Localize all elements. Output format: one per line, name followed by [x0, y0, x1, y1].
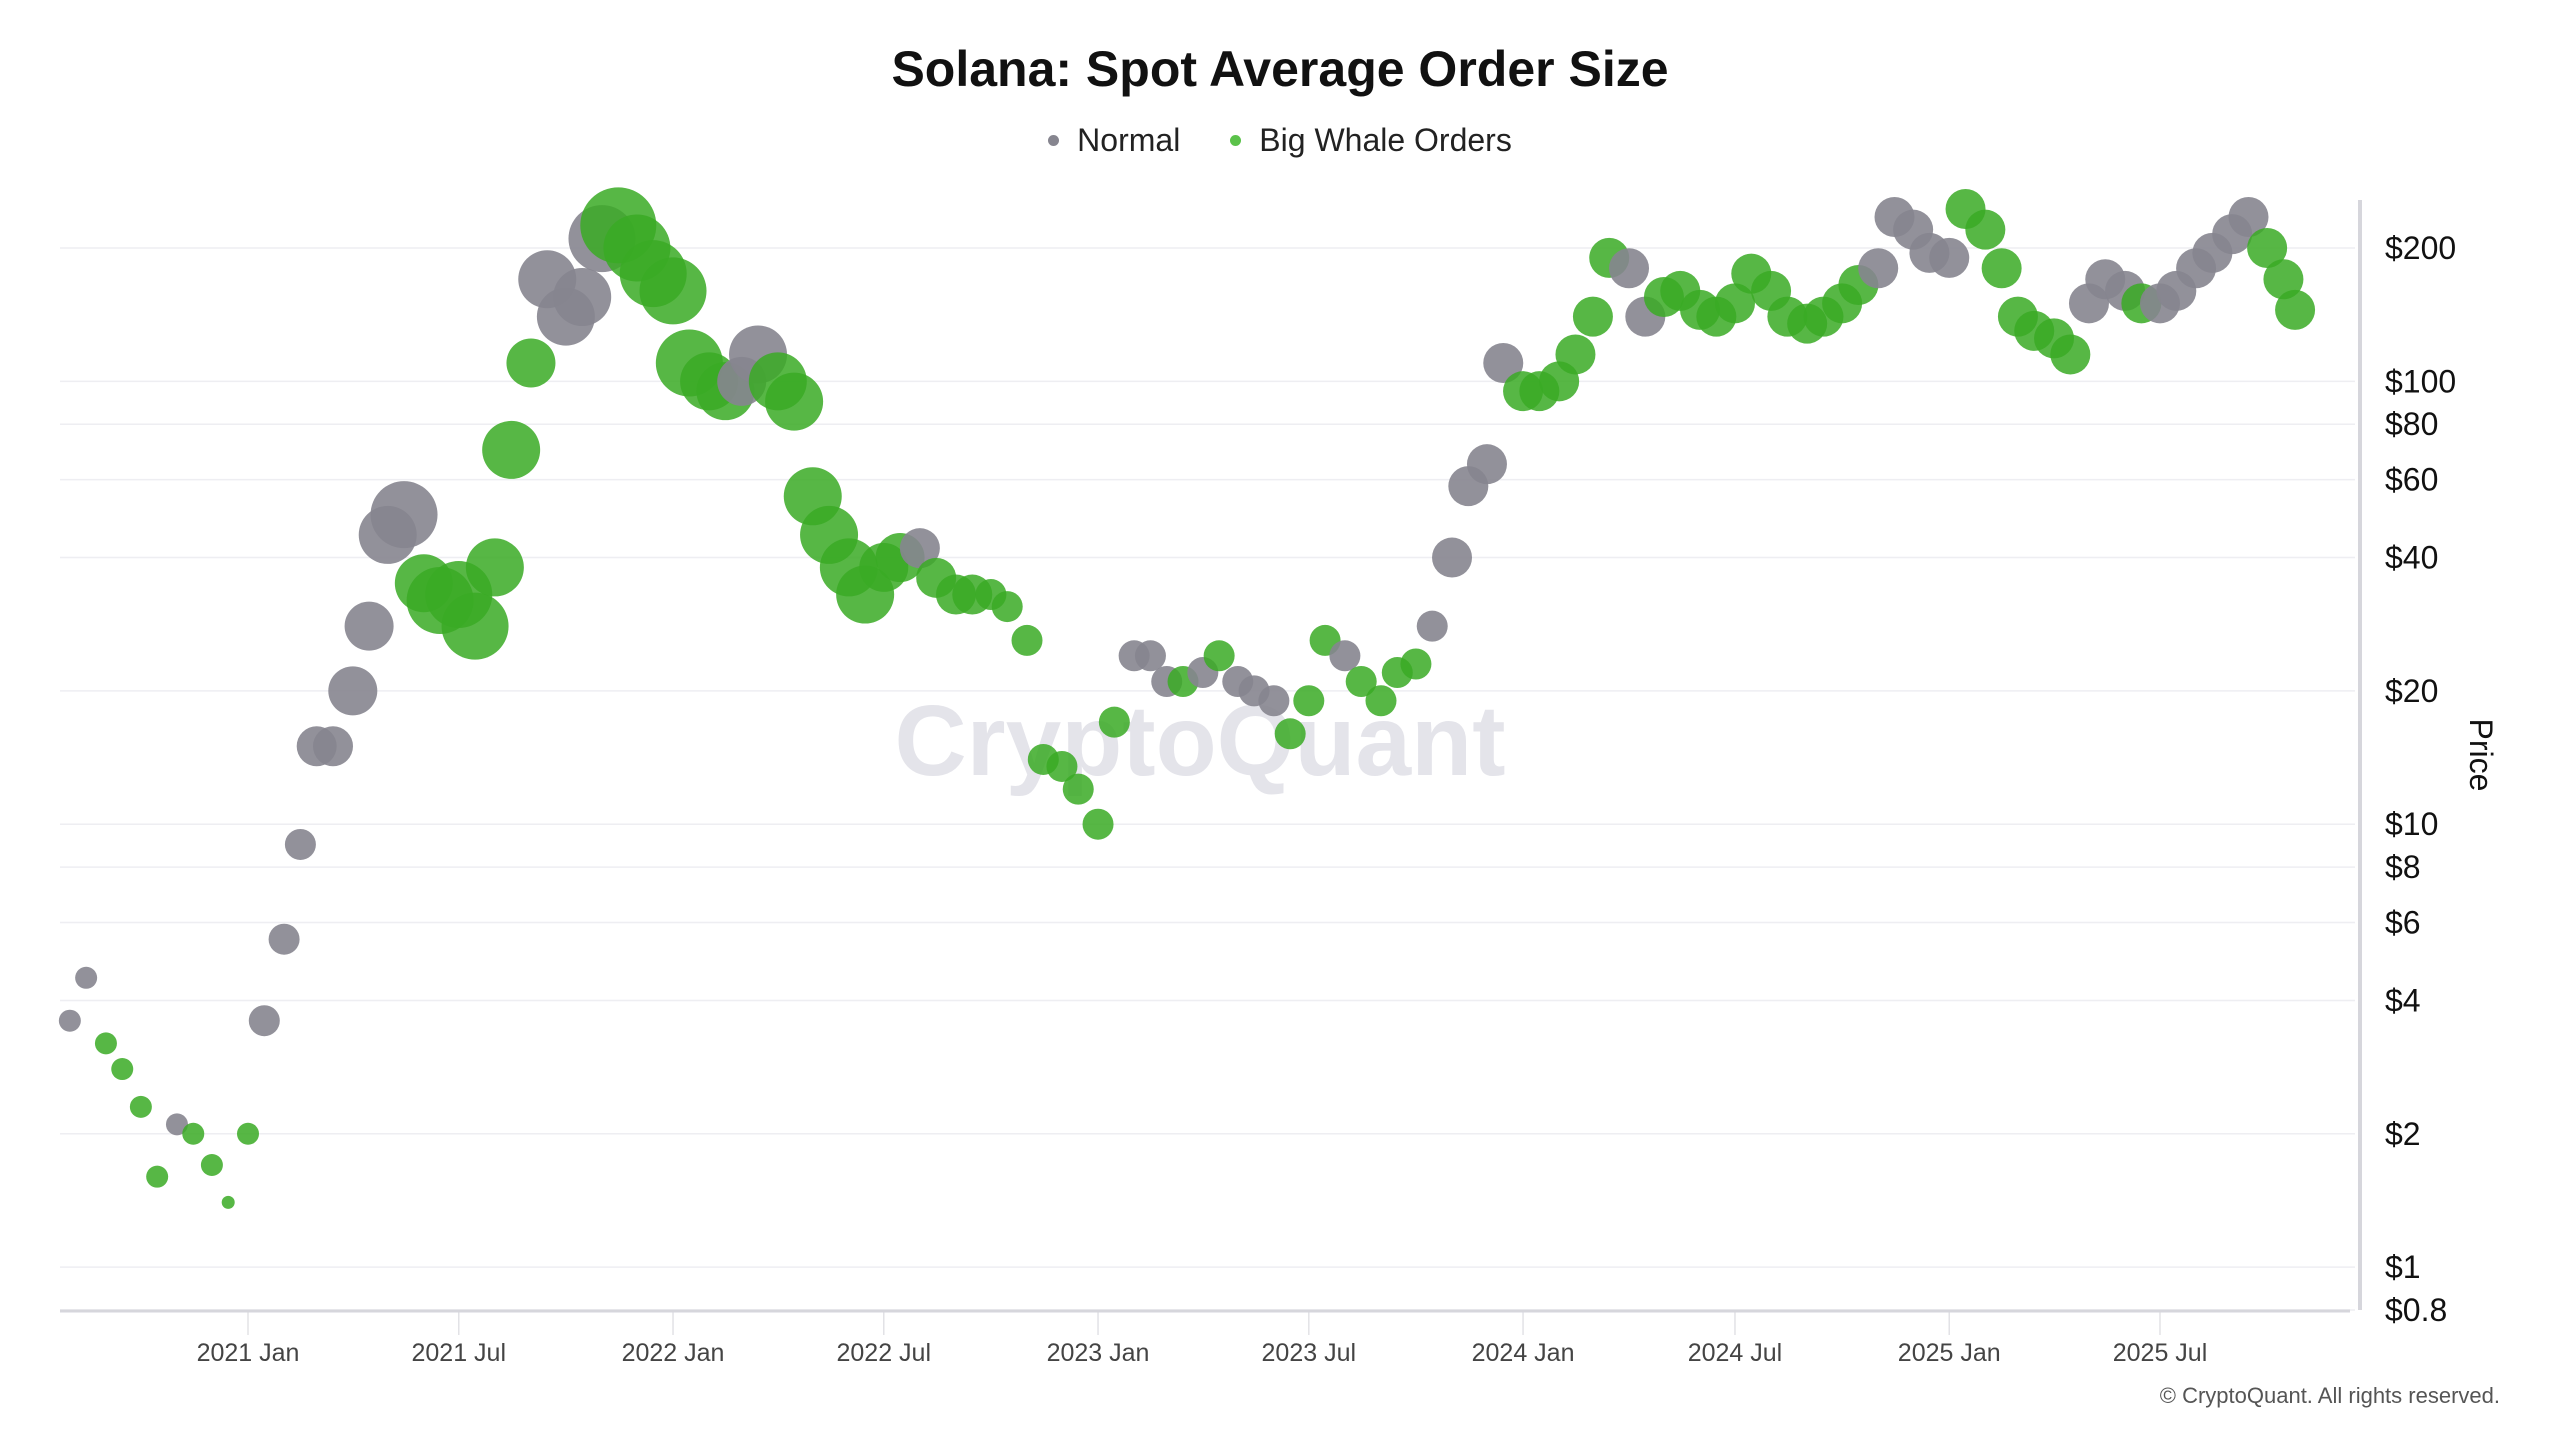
y-tick-label: $2	[2385, 1116, 2421, 1152]
whale-order-bubble	[1293, 685, 1325, 717]
y-tick-label: $6	[2385, 904, 2421, 940]
y-tick-label: $8	[2385, 849, 2421, 885]
whale-order-bubble	[1714, 283, 1755, 324]
whale-order-bubble	[94, 1032, 117, 1055]
normal-order-bubble	[58, 1009, 81, 1032]
whale-order-bubble	[1400, 648, 1432, 680]
normal-order-bubble	[370, 481, 438, 549]
y-tick-label: $10	[2385, 806, 2438, 842]
whale-order-bubble	[200, 1154, 223, 1177]
whale-order-bubble	[465, 538, 524, 597]
y-tick-label: $1	[2385, 1249, 2421, 1285]
whale-order-bubble	[639, 257, 707, 325]
whale-order-bubble	[2275, 289, 2316, 330]
whale-order-bubble	[1082, 808, 1114, 840]
whale-order-bubble	[1098, 706, 1130, 738]
whale-order-bubble	[1981, 248, 2022, 289]
whale-order-bubble	[221, 1195, 235, 1209]
whale-order-bubble	[237, 1122, 259, 1145]
x-tick-label: 2024 Jan	[1472, 1339, 1575, 1367]
whale-order-bubble	[2247, 228, 2288, 268]
legend-marker-normal	[1048, 135, 1060, 146]
x-tick-label: 2024 Jul	[1688, 1339, 1783, 1367]
normal-order-bubble	[1466, 444, 1507, 485]
normal-order-bubble	[1329, 640, 1361, 672]
copyright: © CryptoQuant. All rights reserved.	[2159, 1383, 2500, 1408]
normal-order-bubble	[1609, 248, 1650, 289]
y-tick-label: $80	[2385, 406, 2438, 442]
normal-order-bubble	[165, 1113, 188, 1136]
normal-order-bubble	[313, 726, 354, 767]
y-tick-label: $0.8	[2385, 1292, 2447, 1328]
normal-order-bubble	[1858, 248, 1899, 289]
normal-order-bubble	[1483, 342, 1524, 383]
x-tick-label: 2023 Jul	[1262, 1339, 1357, 1367]
whale-order-bubble	[2050, 334, 2091, 375]
normal-order-bubble	[248, 1005, 280, 1037]
whale-order-bubble	[2263, 259, 2304, 300]
normal-order-bubble	[284, 828, 316, 860]
legend-item-normal[interactable]: Normal	[1048, 122, 1180, 159]
whale-order-bubble	[182, 1122, 205, 1145]
whale-order-bubble	[441, 592, 509, 660]
legend-item-whale[interactable]: Big Whale Orders	[1230, 122, 1512, 159]
whale-order-bubble	[1062, 773, 1094, 805]
x-tick-label: 2022 Jan	[622, 1339, 725, 1367]
normal-order-bubble	[899, 528, 940, 569]
y-axis-title: Price	[2463, 719, 2499, 792]
y-tick-label: $100	[2385, 363, 2456, 399]
whale-order-bubble	[1555, 334, 1596, 375]
whale-order-bubble	[1203, 640, 1235, 672]
whale-order-bubble	[506, 338, 556, 388]
whale-order-bubble	[991, 591, 1023, 623]
whale-order-bubble	[482, 420, 541, 479]
whale-order-bubble	[765, 372, 824, 431]
y-tick-label: $200	[2385, 230, 2456, 266]
x-tick-label: 2021 Jan	[197, 1339, 300, 1367]
x-tick-label: 2025 Jan	[1898, 1339, 2001, 1367]
whale-order-bubble	[146, 1165, 169, 1188]
normal-order-bubble	[1416, 610, 1448, 642]
y-tick-label: $20	[2385, 673, 2438, 709]
whale-order-bubble	[129, 1095, 152, 1118]
normal-order-bubble	[75, 966, 98, 989]
chart-title: Solana: Spot Average Order Size	[891, 41, 1669, 97]
normal-order-bubble	[1929, 237, 1970, 278]
normal-order-bubble	[344, 601, 394, 651]
whale-order-bubble	[1274, 718, 1306, 750]
y-tick-label: $40	[2385, 540, 2438, 576]
y-tick-label: $60	[2385, 462, 2438, 498]
normal-order-bubble	[553, 268, 612, 327]
normal-order-bubble	[2228, 196, 2269, 237]
whale-order-bubble	[111, 1058, 134, 1081]
whale-order-bubble	[1572, 296, 1613, 337]
normal-order-bubble	[1134, 640, 1166, 672]
whale-order-bubble	[1345, 665, 1377, 697]
legend-marker-whale	[1230, 135, 1242, 146]
x-tick-label: 2023 Jan	[1047, 1339, 1150, 1367]
normal-order-bubble	[1432, 537, 1473, 578]
whale-order-bubble	[1046, 750, 1078, 782]
normal-order-bubble	[1258, 685, 1290, 717]
y-tick-label: $4	[2385, 982, 2421, 1018]
normal-order-bubble	[328, 666, 378, 716]
legend-label-normal: Normal	[1077, 122, 1181, 158]
x-tick-label: 2025 Jul	[2113, 1339, 2208, 1367]
x-tick-label: 2021 Jul	[411, 1339, 506, 1367]
normal-order-bubble	[268, 923, 300, 955]
whale-order-bubble	[1365, 685, 1397, 717]
x-tick-label: 2022 Jul	[837, 1339, 932, 1367]
legend: Normal Big Whale Orders	[0, 122, 2560, 159]
whale-order-bubble	[1965, 209, 2006, 250]
whale-order-bubble	[1011, 624, 1043, 656]
legend-label-whale: Big Whale Orders	[1259, 122, 1512, 158]
watermark: CryptoQuant	[894, 685, 1505, 797]
